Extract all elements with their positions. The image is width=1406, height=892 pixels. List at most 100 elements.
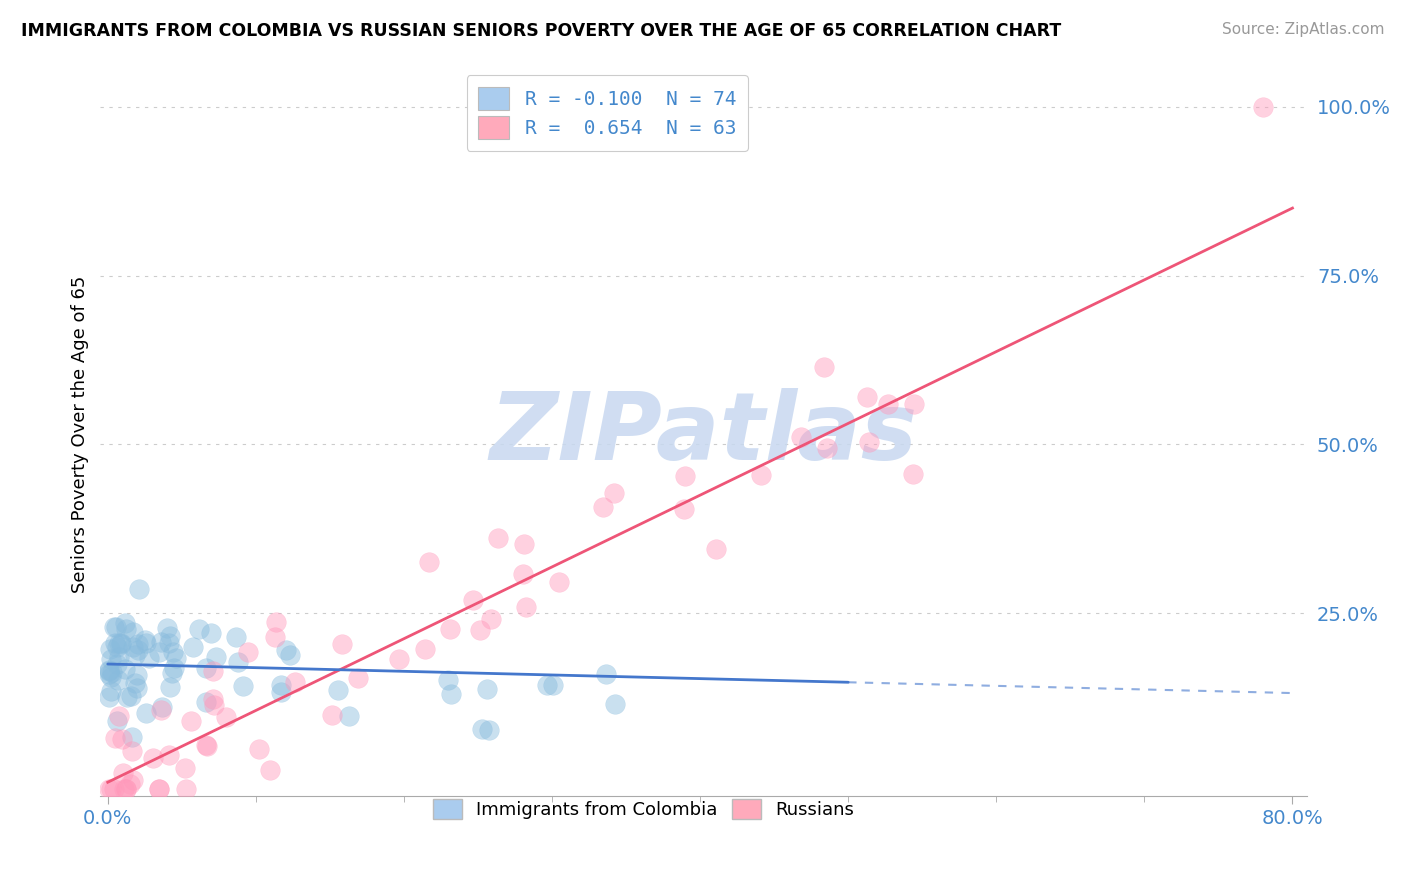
Point [264,615,287,629]
Point [98,782,121,797]
Point [204,649,226,664]
Point [112,766,135,780]
Point [263,630,285,644]
Point [107,708,129,723]
Point [706,542,728,557]
Point [174,782,197,797]
Point [107,673,129,688]
Point [148,782,170,797]
Point [479,612,502,626]
Point [901,467,924,482]
Point [595,667,617,681]
Point [204,698,226,713]
Point [157,748,180,763]
Point [194,660,217,674]
Point [543,677,565,691]
Point [100,670,122,684]
Point [603,698,626,712]
Point [197,739,219,754]
Point [284,674,307,689]
Point [122,772,145,787]
Point [247,742,270,756]
Point [162,666,184,681]
Point [142,751,165,765]
Point [858,434,880,449]
Point [224,630,246,644]
Point [103,782,125,797]
Point [815,441,838,455]
Point [548,575,571,590]
Point [112,782,135,797]
Point [232,679,254,693]
Point [165,651,187,665]
Point [121,640,143,654]
Point [121,730,143,744]
Point [105,640,128,655]
Point [111,732,134,747]
Point [214,710,236,724]
Point [790,430,813,444]
Point [120,776,142,790]
Point [418,556,440,570]
Point [673,501,696,516]
Point [347,672,370,686]
Point [98,642,121,657]
Point [128,582,150,597]
Point [162,644,184,658]
Point [127,637,149,651]
Point [121,744,143,758]
Point [127,681,149,696]
Point [330,637,353,651]
Point [512,567,534,582]
Point [100,684,122,698]
Point [321,707,343,722]
Point [270,684,292,698]
Point [274,643,297,657]
Point [100,782,122,797]
Point [200,625,222,640]
Point [124,648,146,662]
Point [115,622,138,636]
Point [194,695,217,709]
Point [157,636,180,650]
Point [98,663,121,677]
Point [471,723,494,737]
Point [477,723,499,737]
Point [105,714,128,729]
Point [463,592,485,607]
Point [226,655,249,669]
Point [120,689,142,703]
Point [413,641,436,656]
Point [150,700,173,714]
Point [603,486,626,500]
Point [163,661,186,675]
Point [125,668,148,682]
Point [188,622,211,636]
Point [270,678,292,692]
Point [148,782,170,797]
Point [159,629,181,643]
Point [486,531,509,545]
Point [388,652,411,666]
Text: Source: ZipAtlas.com: Source: ZipAtlas.com [1222,22,1385,37]
Point [134,633,156,648]
Point [114,663,136,677]
Point [174,761,197,775]
Point [107,650,129,665]
Point [105,620,128,634]
Point [98,664,121,678]
Point [115,782,138,797]
Point [592,500,614,514]
Point [468,623,491,637]
Point [148,645,170,659]
Point [103,636,125,650]
Point [236,645,259,659]
Point [477,681,499,696]
Point [103,620,125,634]
Point [108,636,131,650]
Point [117,690,139,704]
Point [156,621,179,635]
Point [876,397,898,411]
Point [127,642,149,657]
Point [100,652,122,666]
